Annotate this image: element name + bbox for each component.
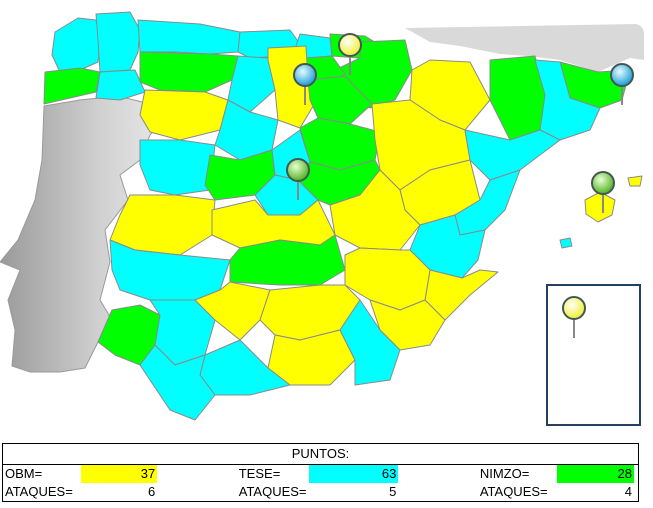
- canarias-inset-box: [546, 284, 641, 426]
- province-barcelona[interactable]: [534, 59, 601, 141]
- provinces: [43, 11, 643, 421]
- province-albacete[interactable]: [344, 247, 431, 311]
- yellow-pin[interactable]: [562, 296, 586, 338]
- obm-points: 37: [80, 464, 158, 483]
- nimzo-attacks: 4: [624, 484, 632, 499]
- province-zamora[interactable]: [139, 89, 229, 141]
- france-region: [405, 24, 644, 72]
- province-menorca[interactable]: [627, 175, 643, 187]
- cyan-pin[interactable]: [610, 63, 634, 105]
- province-a-coruna[interactable]: [51, 17, 101, 73]
- map-canvas: [0, 11, 644, 426]
- table-title: PUNTOS:: [2, 443, 639, 465]
- province-granada[interactable]: [267, 329, 356, 386]
- province-leon[interactable]: [139, 51, 239, 93]
- province-lugo[interactable]: [95, 11, 141, 73]
- tese-points: 63: [308, 464, 399, 483]
- spain-map: [0, 11, 644, 426]
- province-tarragona[interactable]: [464, 129, 561, 181]
- nimzo-label: NIMZO=: [479, 466, 530, 481]
- province-pontevedra[interactable]: [43, 67, 101, 105]
- province-salamanca[interactable]: [139, 139, 216, 196]
- province-asturias[interactable]: [137, 19, 241, 55]
- yellow-pin[interactable]: [338, 33, 362, 75]
- province-mallorca[interactable]: [584, 191, 616, 223]
- obm-attacks-label: ATAQUES=: [5, 484, 73, 499]
- province-ibiza[interactable]: [559, 237, 573, 249]
- score-table: PUNTOS: OBM= 37 TESE= 63 NIMZO= 28 ATAQU…: [2, 443, 639, 502]
- obm-label: OBM=: [5, 466, 43, 481]
- province-lleida[interactable]: [489, 55, 546, 141]
- green-pin[interactable]: [286, 158, 310, 200]
- province-ourense[interactable]: [95, 69, 146, 101]
- tese-attacks-label: ATAQUES=: [238, 484, 307, 499]
- province-ciudad-real[interactable]: [229, 234, 346, 286]
- cyan-pin[interactable]: [293, 63, 317, 105]
- attacks-row: ATAQUES= 6 ATAQUES= 5 ATAQUES= 4: [3, 483, 639, 502]
- nimzo-points: 28: [557, 464, 634, 483]
- green-pin[interactable]: [591, 171, 615, 213]
- tese-attacks: 5: [389, 484, 397, 499]
- obm-attacks: 6: [147, 484, 156, 499]
- province-almeria[interactable]: [339, 299, 401, 386]
- tese-label: TESE=: [238, 466, 281, 481]
- province-cuenca[interactable]: [329, 169, 421, 251]
- points-row: OBM= 37 TESE= 63 NIMZO= 28: [3, 464, 639, 483]
- province-cadiz[interactable]: [139, 344, 216, 421]
- nimzo-attacks-label: ATAQUES=: [479, 484, 548, 499]
- map-pins: [286, 33, 634, 338]
